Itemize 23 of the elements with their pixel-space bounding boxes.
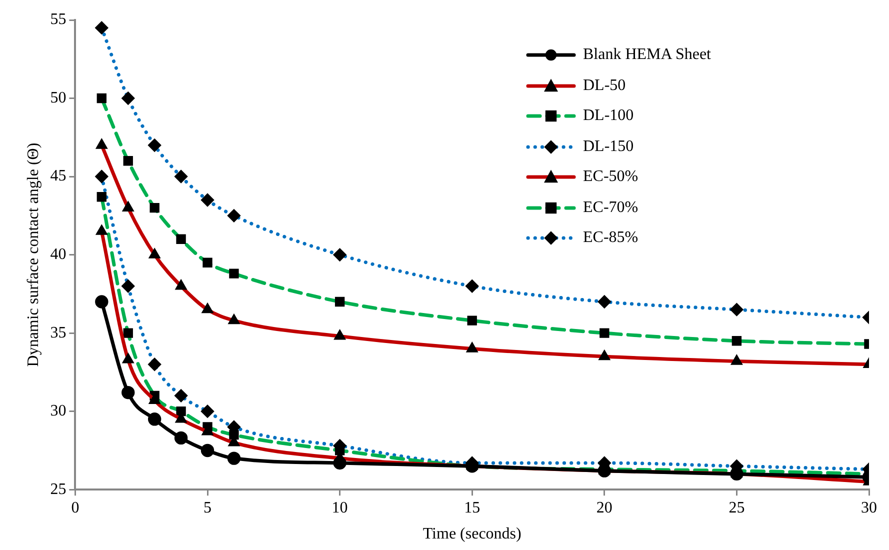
legend-label: DL-50: [583, 76, 626, 95]
x-tick-label: 20: [596, 499, 612, 516]
legend-label: DL-150: [583, 138, 634, 156]
y-tick-label: 50: [50, 89, 66, 106]
y-tick-label: 35: [50, 324, 66, 342]
legend-label: EC-50%: [583, 168, 638, 186]
y-tick-label: 55: [50, 11, 66, 28]
x-axis-title: Time (seconds): [422, 526, 522, 543]
x-tick-label: 5: [204, 499, 212, 516]
legend-label: Blank HEMA Sheet: [583, 46, 711, 64]
x-tick-label: 15: [464, 499, 480, 516]
x-tick-label: 25: [728, 499, 745, 516]
y-tick-label: 40: [50, 246, 66, 264]
legend-label: DL-100: [583, 107, 634, 126]
y-tick-label: 30: [50, 402, 66, 420]
x-tick-label: 10: [332, 499, 348, 516]
y-tick-label: 25: [50, 480, 66, 498]
y-tick-label: 45: [50, 168, 66, 185]
x-tick-label: 30: [861, 499, 877, 516]
legend-label: EC-85%: [583, 229, 638, 248]
y-axis-title: Dynamic surface contact angle (Θ): [24, 142, 42, 367]
legend-label: EC-70%: [583, 198, 638, 217]
x-tick-label: 0: [71, 499, 80, 516]
